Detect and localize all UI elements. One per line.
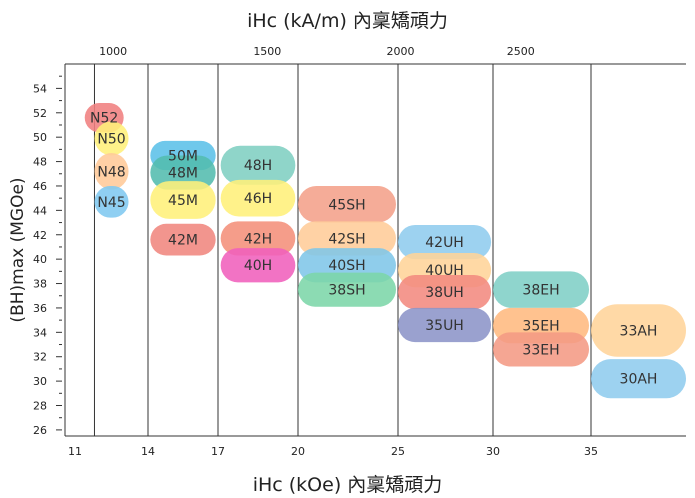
grade-label-38sh: 38SH — [328, 283, 365, 299]
grade-label-n52: N52 — [90, 111, 118, 127]
x-top-tick-label: 2000 — [387, 45, 415, 58]
grade-capsule-38sh — [298, 272, 396, 307]
grade-label-45sh: 45SH — [328, 197, 365, 213]
grade-label-50m: 50M — [168, 148, 198, 164]
y-tick-label: 30 — [33, 375, 47, 388]
grade-label-38uh: 38UH — [425, 285, 464, 301]
y-tick-label: 32 — [33, 351, 47, 364]
grade-capsule-30ah — [591, 359, 686, 399]
grade-label-35uh: 35UH — [425, 318, 464, 334]
grade-capsule-33eh — [493, 332, 590, 367]
grade-label-33eh: 33EH — [522, 342, 559, 358]
grade-label-40h: 40H — [244, 258, 272, 274]
y-tick-label: 48 — [33, 156, 47, 169]
x-tick-label: 35 — [584, 445, 598, 458]
grade-label-33ah: 33AH — [620, 323, 658, 339]
grade-label-42m: 42M — [168, 233, 198, 249]
x-top-tick-label: 1500 — [253, 45, 281, 58]
grade-capsule-n48 — [94, 153, 129, 190]
x-top-tick-label: 1000 — [99, 45, 127, 58]
grade-label-n45: N45 — [97, 195, 125, 211]
y-tick-label: 54 — [33, 82, 47, 95]
grade-label-35eh: 35EH — [522, 319, 559, 335]
grade-capsule-45m — [150, 181, 216, 219]
grade-capsule-33ah — [591, 304, 686, 357]
y-tick-label: 44 — [33, 204, 47, 217]
y-tick-label: 38 — [33, 278, 47, 291]
grade-label-40uh: 40UH — [425, 263, 464, 279]
y-tick-label: 46 — [33, 180, 47, 193]
x-tick-label: 20 — [291, 445, 305, 458]
grade-capsule-48h — [220, 145, 296, 185]
grade-capsule-46h — [220, 179, 296, 217]
y-tick-label: 52 — [33, 107, 47, 120]
grade-capsule-48m — [150, 155, 216, 190]
grade-label-42sh: 42SH — [328, 231, 365, 247]
grade-label-40sh: 40SH — [328, 258, 365, 274]
x-tick-label: 25 — [391, 445, 405, 458]
y-tick-label: 50 — [33, 131, 47, 144]
grade-label-n48: N48 — [97, 164, 125, 180]
grade-label-38eh: 38EH — [522, 283, 559, 299]
grade-label-45m: 45M — [168, 193, 198, 209]
grade-capsule-38eh — [493, 271, 590, 308]
x-tick-label: 14 — [141, 445, 155, 458]
y-tick-label: 40 — [33, 253, 47, 266]
grade-capsule-42sh — [298, 221, 396, 256]
grade-label-42uh: 42UH — [425, 235, 464, 251]
grade-label-42h: 42H — [244, 231, 272, 247]
grade-capsule-42uh — [398, 224, 492, 260]
y-tick-label: 28 — [33, 400, 47, 413]
x-top-tick-label: 2500 — [507, 45, 535, 58]
grade-capsule-40h — [220, 248, 296, 283]
grade-capsule-42h — [220, 221, 296, 256]
grade-label-46h: 46H — [244, 191, 272, 207]
grade-label-48m: 48M — [168, 166, 198, 182]
grade-capsule-35uh — [398, 307, 492, 343]
y-tick-label: 36 — [33, 302, 47, 315]
grade-capsule-42m — [150, 223, 216, 256]
x-tick-label: 11 — [68, 445, 82, 458]
y-tick-label: 34 — [33, 326, 47, 339]
grade-capsule-45sh — [298, 185, 396, 223]
grade-label-48h: 48H — [244, 158, 272, 174]
grade-capsule-n45 — [94, 185, 129, 218]
y-tick-label: 26 — [33, 424, 47, 437]
top-axis-title: iHc (kA/m) 內稟矯頑力 — [247, 10, 448, 32]
grade-label-n50: N50 — [97, 131, 125, 147]
y-tick-label: 42 — [33, 229, 47, 242]
grade-capsule-38uh — [398, 275, 492, 310]
x-axis-title: iHc (kOe) 內稟矯頑力 — [252, 474, 443, 496]
x-tick-label: 30 — [486, 445, 500, 458]
x-tick-label: 17 — [211, 445, 225, 458]
grade-capsule-n50 — [94, 121, 129, 156]
grade-label-30ah: 30AH — [620, 372, 658, 388]
